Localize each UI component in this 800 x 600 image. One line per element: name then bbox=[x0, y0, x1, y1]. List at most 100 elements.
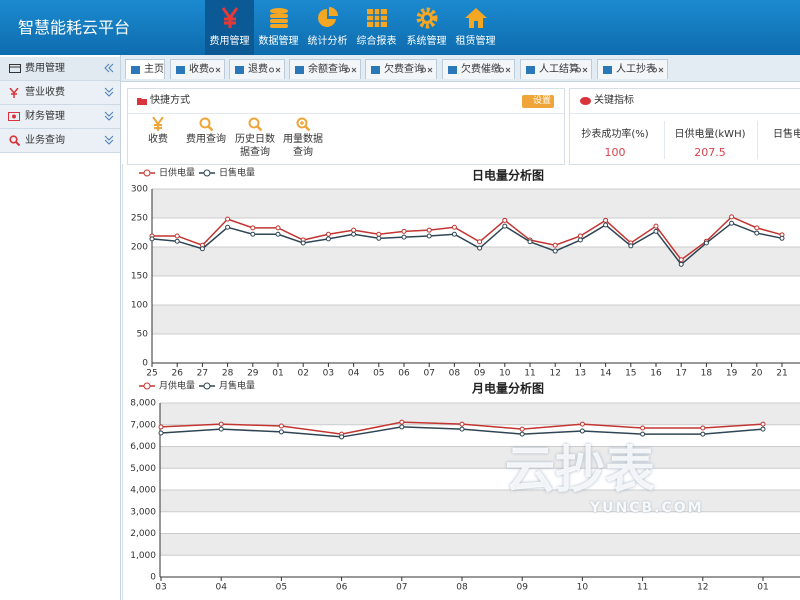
sidebar-header[interactable]: 费用管理 bbox=[0, 57, 120, 81]
nav-item[interactable]: 数据管理 bbox=[254, 0, 303, 55]
point bbox=[477, 245, 483, 251]
x-tick-label: 19 bbox=[726, 369, 738, 378]
nav-item[interactable]: 综合报表 bbox=[352, 0, 401, 55]
x-tick-label: 15 bbox=[625, 369, 636, 378]
point bbox=[577, 237, 583, 243]
sidebar-item[interactable]: 营业收费 bbox=[0, 81, 120, 105]
indicator-label: 日供电量(kWH) bbox=[674, 129, 746, 140]
icon bbox=[131, 66, 140, 74]
quick-label: 费用查询 bbox=[186, 134, 226, 145]
point bbox=[199, 246, 205, 252]
tab[interactable]: 主页 bbox=[125, 59, 165, 79]
grid-band bbox=[160, 446, 800, 469]
icon bbox=[9, 135, 20, 146]
indicator: 日售电量 bbox=[773, 125, 800, 140]
point bbox=[225, 216, 231, 222]
legend-label: 月供电量 bbox=[159, 380, 195, 392]
x-tick-label: 28 bbox=[222, 369, 234, 378]
point bbox=[729, 220, 735, 226]
point bbox=[250, 225, 256, 231]
nav-item[interactable]: 系统管理 bbox=[402, 0, 451, 55]
icon bbox=[580, 97, 591, 105]
legend-marker bbox=[203, 169, 211, 177]
nav-item[interactable]: 租赁管理 bbox=[451, 0, 500, 55]
chart-title: 月电量分析图 bbox=[471, 381, 544, 396]
x-tick-label: 10 bbox=[499, 369, 511, 378]
quick-item[interactable]: 费用查询 bbox=[183, 117, 229, 146]
x-tick-label: 12 bbox=[549, 369, 560, 378]
icon bbox=[235, 66, 244, 74]
tab-close[interactable] bbox=[499, 67, 511, 73]
grid-band bbox=[152, 247, 800, 276]
legend-marker bbox=[143, 382, 151, 390]
x-tick-label: 05 bbox=[373, 369, 384, 378]
point bbox=[502, 217, 508, 223]
icon bbox=[296, 117, 310, 131]
app-title: 智慧能耗云平台 bbox=[18, 18, 131, 37]
x-tick-label: 11 bbox=[524, 369, 535, 378]
tab-close[interactable] bbox=[576, 67, 588, 73]
indicator-label: 抄表成功率(%) bbox=[581, 129, 649, 140]
tab[interactable]: 欠费查询 bbox=[365, 59, 437, 79]
tab[interactable]: 人工结算 bbox=[520, 59, 592, 79]
sidebar-item[interactable]: 财务管理 bbox=[0, 105, 120, 129]
x-tick-label: 12 bbox=[697, 583, 708, 593]
icon bbox=[248, 117, 262, 131]
tab-close[interactable] bbox=[421, 67, 433, 73]
sidebar-item[interactable]: 业务查询 bbox=[0, 129, 120, 153]
point bbox=[275, 231, 281, 237]
tab-close[interactable] bbox=[652, 67, 664, 73]
point bbox=[579, 428, 585, 434]
quick-item[interactable]: 历史日数据查询 bbox=[232, 117, 278, 159]
tab[interactable]: 余额查询 bbox=[289, 59, 361, 79]
point bbox=[779, 235, 785, 241]
tab[interactable]: 退费 bbox=[229, 59, 285, 79]
point bbox=[628, 243, 634, 249]
x-tick-label: 18 bbox=[701, 369, 713, 378]
point bbox=[399, 424, 405, 430]
header: 智慧能耗云平台 费用管理 数据管理 统计分析 综合报表 系统管理 租赁管理 bbox=[0, 0, 800, 55]
y-tick-label: 4,000 bbox=[130, 486, 156, 496]
point bbox=[579, 421, 585, 427]
x-tick-label: 04 bbox=[215, 583, 227, 593]
x-tick-label: 01 bbox=[272, 369, 283, 378]
quick-item[interactable]: 用量数据查询 bbox=[280, 117, 326, 159]
tab[interactable]: 收费 bbox=[170, 59, 225, 79]
legend-label: 日供电量 bbox=[159, 167, 195, 179]
tab-close[interactable] bbox=[269, 67, 281, 73]
x-tick-label: 09 bbox=[474, 369, 486, 378]
icon bbox=[176, 66, 185, 74]
quick-label: 收费 bbox=[148, 134, 168, 145]
point bbox=[459, 426, 465, 432]
sidebar-label: 财务管理 bbox=[25, 111, 65, 122]
y-tick-label: 0 bbox=[150, 573, 156, 583]
nav-item[interactable]: 费用管理 bbox=[205, 0, 254, 55]
nav-label: 统计分析 bbox=[307, 36, 348, 47]
x-tick-label: 13 bbox=[575, 369, 586, 378]
x-tick-label: 07 bbox=[423, 369, 434, 378]
icon bbox=[104, 111, 114, 121]
tab-label: 欠费催缴 bbox=[461, 64, 501, 75]
point bbox=[149, 236, 155, 242]
tab-label: 欠费查询 bbox=[384, 64, 424, 75]
y-tick-label: 100 bbox=[131, 301, 148, 311]
x-tick-label: 27 bbox=[197, 369, 208, 378]
quick-item[interactable]: 收费 bbox=[135, 117, 181, 146]
x-tick-label: 04 bbox=[348, 369, 360, 378]
legend-marker bbox=[143, 169, 151, 177]
tab[interactable]: 欠费催缴 bbox=[442, 59, 515, 79]
x-tick-label: 07 bbox=[396, 583, 407, 593]
tab-close[interactable] bbox=[345, 67, 357, 73]
tab-close[interactable] bbox=[209, 67, 221, 73]
tab-label: 主页 bbox=[144, 64, 164, 75]
nav-item[interactable]: 统计分析 bbox=[303, 0, 352, 55]
chart: 0 1,000 2,000 3,000 4,000 5,000 6,000 7,000 8,00… bbox=[130, 380, 800, 593]
icon bbox=[104, 87, 114, 97]
sidebar-title: 费用管理 bbox=[25, 63, 65, 74]
tab[interactable]: 人工抄表 bbox=[597, 59, 668, 79]
settings-button[interactable]: 设置 bbox=[522, 95, 554, 108]
point bbox=[603, 222, 609, 228]
point bbox=[451, 231, 457, 237]
point bbox=[552, 242, 558, 248]
nav-label: 系统管理 bbox=[406, 36, 447, 47]
